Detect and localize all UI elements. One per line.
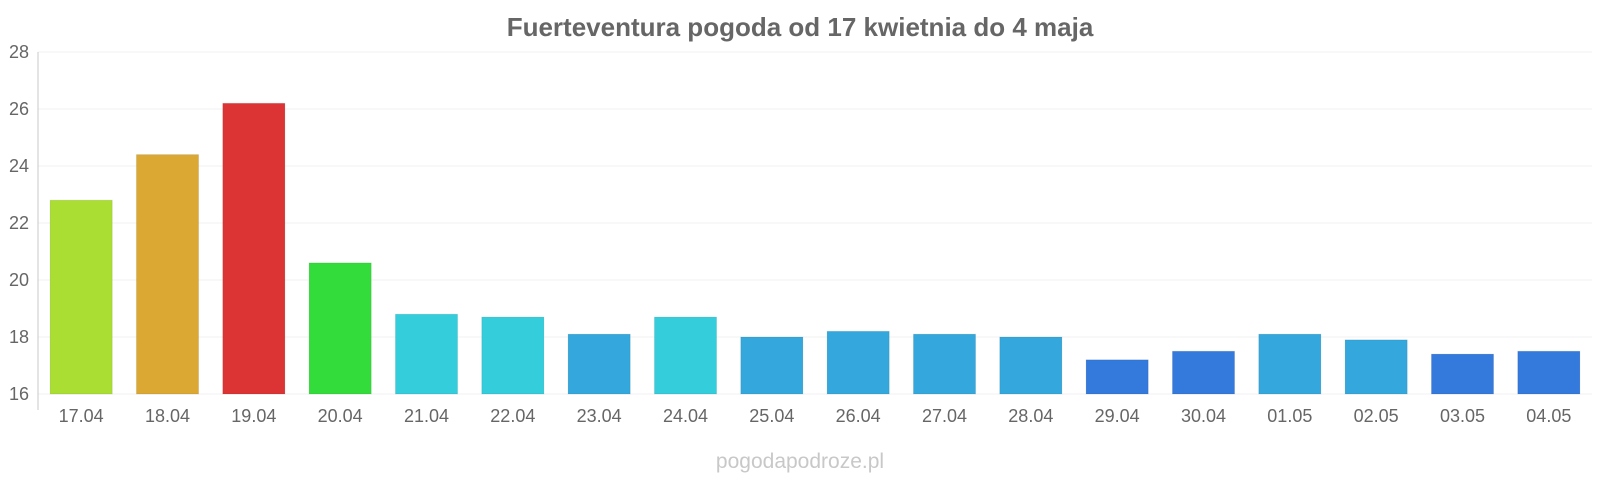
x-tick-label: 22.04 — [490, 406, 535, 426]
x-tick-label: 03.05 — [1440, 406, 1485, 426]
x-tick-label: 29.04 — [1095, 406, 1140, 426]
x-tick-label: 30.04 — [1181, 406, 1226, 426]
x-tick-label: 02.05 — [1354, 406, 1399, 426]
y-axis-ticks: 16 18 20 22 24 26 28 — [9, 42, 29, 404]
x-tick-label: 26.04 — [836, 406, 881, 426]
x-tick-label: 27.04 — [922, 406, 967, 426]
x-tick-label: 19.04 — [231, 406, 276, 426]
bar-18.04 — [135, 154, 200, 395]
x-axis-ticks: 17.04 18.04 19.04 20.04 21.04 22.04 23.04 24.04… — [59, 406, 1572, 426]
y-tick-label: 26 — [9, 99, 29, 119]
bar-03.05 — [1430, 353, 1495, 395]
x-tick-label: 01.05 — [1267, 406, 1312, 426]
bar-27.04 — [912, 333, 977, 395]
bar-29.04 — [1085, 359, 1149, 395]
x-tick-label: 18.04 — [145, 406, 190, 426]
x-tick-label: 04.05 — [1526, 406, 1571, 426]
x-tick-label: 21.04 — [404, 406, 449, 426]
bar-26.04 — [826, 330, 890, 395]
bar-04.05 — [1517, 350, 1581, 395]
bar-25.04 — [740, 336, 804, 395]
bar-02.05 — [1344, 339, 1408, 395]
bar-19.04 — [222, 102, 286, 395]
bar-21.04 — [394, 313, 459, 395]
y-tick-label: 20 — [9, 270, 29, 290]
y-tick-label: 18 — [9, 327, 29, 347]
bar-22.04 — [481, 316, 545, 395]
bar-20.04 — [308, 262, 372, 395]
y-tick-label: 28 — [9, 42, 29, 62]
bar-24.04 — [653, 316, 718, 395]
x-tick-label: 23.04 — [577, 406, 622, 426]
watermark: pogodapodroze.pl — [716, 450, 884, 473]
x-tick-label: 25.04 — [749, 406, 794, 426]
grid-lines — [38, 51, 1592, 395]
y-tick-label: 24 — [9, 156, 29, 176]
bar-17.04 — [49, 199, 113, 395]
bar-30.04 — [1171, 350, 1236, 395]
bar-23.04 — [567, 333, 631, 395]
x-tick-label: 28.04 — [1008, 406, 1053, 426]
x-tick-label: 20.04 — [318, 406, 363, 426]
y-tick-label: 16 — [9, 384, 29, 404]
bars — [49, 102, 1581, 395]
x-tick-label: 24.04 — [663, 406, 708, 426]
chart-title: Fuerteventura pogoda od 17 kwietnia do 4… — [507, 12, 1094, 42]
x-tick-label: 17.04 — [59, 406, 104, 426]
bar-01.05 — [1258, 333, 1322, 395]
bar-28.04 — [999, 336, 1063, 395]
y-tick-label: 22 — [9, 213, 29, 233]
